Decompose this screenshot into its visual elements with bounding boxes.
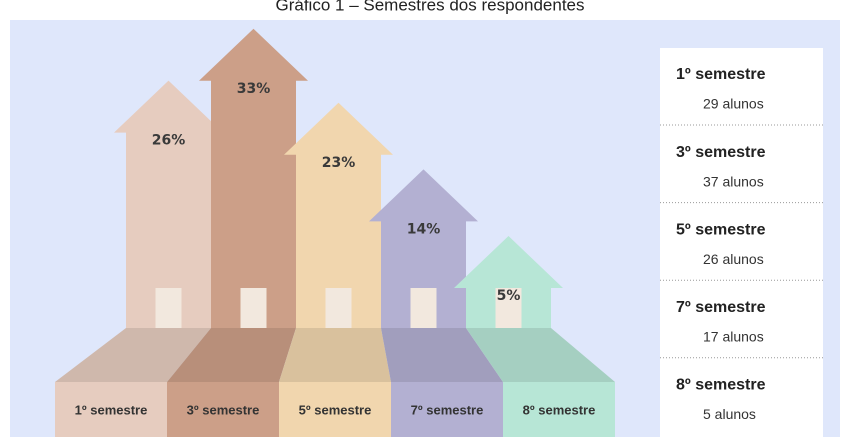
- legend-count: 29 alunos: [703, 96, 764, 112]
- value-label: 26%: [152, 133, 186, 149]
- window: [156, 288, 182, 328]
- window: [326, 288, 352, 328]
- x-tick-label: 7º semestre: [411, 402, 484, 417]
- legend-label: 1º semestre: [676, 66, 766, 83]
- legend-count: 26 alunos: [703, 251, 764, 267]
- legend-label: 8º semestre: [676, 377, 766, 394]
- value-label: 5%: [497, 288, 521, 304]
- chart-title: Gráfico 1 – Semestres dos respondentes: [276, 0, 585, 14]
- legend-label: 5º semestre: [676, 221, 766, 238]
- arrow: [199, 29, 308, 328]
- legend-count: 5 alunos: [703, 406, 756, 422]
- x-tick-label: 1º semestre: [75, 402, 148, 417]
- legend-count: 17 alunos: [703, 329, 764, 345]
- floor: [279, 328, 391, 382]
- value-label: 23%: [322, 155, 356, 171]
- legend-label: 3º semestre: [676, 144, 766, 161]
- x-tick-label: 8º semestre: [523, 402, 596, 417]
- x-tick-label: 5º semestre: [299, 402, 372, 417]
- legend-label: 7º semestre: [676, 299, 766, 316]
- window: [411, 288, 437, 328]
- x-tick-label: 3º semestre: [187, 402, 260, 417]
- window: [241, 288, 267, 328]
- legend-count: 37 alunos: [703, 173, 764, 189]
- value-label: 33%: [237, 81, 271, 97]
- chart: Gráfico 1 – Semestres dos respondentes 2…: [0, 0, 848, 437]
- value-label: 14%: [407, 221, 441, 237]
